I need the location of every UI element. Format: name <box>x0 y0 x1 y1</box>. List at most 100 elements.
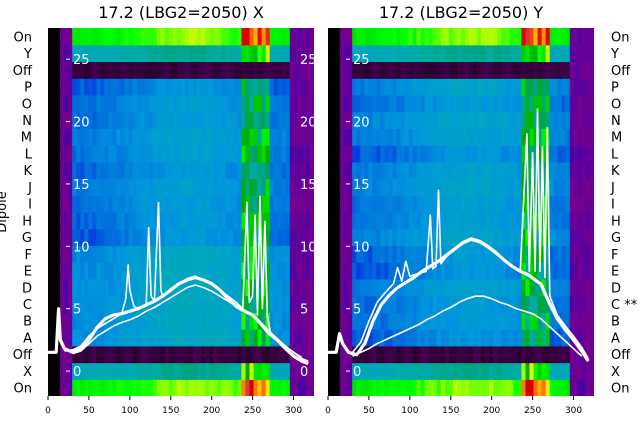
heatmap-cell <box>201 312 206 330</box>
heatmap-cell <box>392 362 398 380</box>
heatmap-cell <box>261 212 267 230</box>
heatmap-cell <box>213 61 218 79</box>
heatmap-cell <box>553 362 559 380</box>
heatmap-cell <box>328 329 333 347</box>
heatmap-cell <box>505 195 510 213</box>
heatmap-cell <box>301 379 307 396</box>
heatmap-cell <box>529 345 535 364</box>
heatmap-cell <box>217 28 222 46</box>
heatmap-cell <box>392 329 398 347</box>
heatmap-cell <box>60 228 65 247</box>
heatmap-cell <box>364 278 369 297</box>
heatmap-cell <box>553 262 559 280</box>
heatmap-cell <box>265 295 271 313</box>
heatmap-cell <box>237 161 243 180</box>
heatmap-cell <box>565 228 571 247</box>
heatmap-cell <box>116 345 122 364</box>
heatmap-cell <box>197 228 202 247</box>
heatmap-cell <box>404 111 410 129</box>
heatmap-cell <box>473 295 478 313</box>
heatmap-cell <box>205 28 210 46</box>
heatmap-cell <box>416 362 422 380</box>
heatmap-cell <box>120 345 126 364</box>
heatmap-cell <box>132 295 138 313</box>
heatmap-cell <box>344 212 349 230</box>
heatmap-cell <box>156 94 162 113</box>
heatmap-cell <box>581 94 587 113</box>
heatmap-cell <box>116 278 122 297</box>
x-tick-label: 0 <box>45 406 51 416</box>
heatmap-cell <box>265 278 271 297</box>
heatmap-cell <box>424 28 430 46</box>
heatmap-cell <box>541 379 547 396</box>
heatmap-cell <box>432 245 438 263</box>
heatmap-cell <box>372 145 377 163</box>
heatmap-cell <box>48 178 53 196</box>
heatmap-cell <box>92 228 97 247</box>
heatmap-cell <box>360 379 365 396</box>
heatmap-cell <box>76 345 81 364</box>
heatmap-cell <box>80 212 85 230</box>
heatmap-cell <box>545 312 551 330</box>
heatmap-cell <box>152 111 158 129</box>
heatmap-cell <box>404 145 410 163</box>
heatmap-cell <box>577 178 583 196</box>
heatmap-cell <box>176 362 182 380</box>
heatmap-cell <box>501 312 506 330</box>
heatmap-cell <box>448 61 454 79</box>
heatmap-cell <box>245 278 251 297</box>
heatmap-cell <box>448 329 454 347</box>
heatmap-cell <box>400 278 406 297</box>
heatmap-cell <box>245 161 251 180</box>
heatmap-cell <box>229 94 234 113</box>
heatmap-cell <box>541 28 547 46</box>
heatmap-cell <box>80 111 85 129</box>
heatmap-cell <box>281 44 287 63</box>
heatmap-cell <box>60 195 65 213</box>
heatmap-cell <box>400 44 406 63</box>
heatmap-cell <box>493 61 498 79</box>
heatmap-cell <box>84 362 89 380</box>
heatmap-cell <box>309 178 314 196</box>
heatmap-cell <box>80 228 85 247</box>
heatmap-cell <box>237 295 243 313</box>
heatmap-cell <box>368 329 373 347</box>
overlay-tick-label: 5 <box>353 303 361 318</box>
heatmap-cell <box>529 228 535 247</box>
heatmap-cell <box>469 161 474 180</box>
heatmap-cell <box>128 61 134 79</box>
heatmap-cell <box>505 379 510 396</box>
heatmap-cell <box>52 128 57 146</box>
heatmap-cell <box>269 128 275 146</box>
heatmap-cell <box>589 178 594 196</box>
heatmap-cell <box>189 28 194 46</box>
heatmap-cell <box>461 262 466 280</box>
heatmap-cell <box>332 94 337 113</box>
heatmap-cell <box>273 228 279 247</box>
heatmap-cell <box>285 111 291 129</box>
heatmap-cell <box>545 262 551 280</box>
heatmap-cell <box>456 78 462 96</box>
heatmap-cell <box>501 329 506 347</box>
heatmap-cell <box>144 28 150 46</box>
heatmap-cell <box>513 44 519 63</box>
heatmap-cell <box>477 161 482 180</box>
heatmap-cell <box>277 94 283 113</box>
heatmap-cell <box>152 128 158 146</box>
heatmap-cell <box>561 212 567 230</box>
heatmap-cell <box>432 312 438 330</box>
heatmap-cell <box>388 228 394 247</box>
heatmap-cell <box>549 329 555 347</box>
heatmap-cell <box>172 228 178 247</box>
heatmap-cell <box>497 195 502 213</box>
heatmap-cell <box>189 61 194 79</box>
heatmap-cell <box>68 362 73 380</box>
heatmap-cell <box>585 61 591 79</box>
overlay-tick-label: 5 <box>73 303 81 318</box>
heatmap-cell <box>380 94 386 113</box>
heatmap-cell <box>332 61 337 79</box>
heatmap-cell <box>336 345 341 364</box>
heatmap-cell <box>245 78 251 96</box>
heatmap-cell <box>309 345 314 364</box>
heatmap-cell <box>336 312 341 330</box>
